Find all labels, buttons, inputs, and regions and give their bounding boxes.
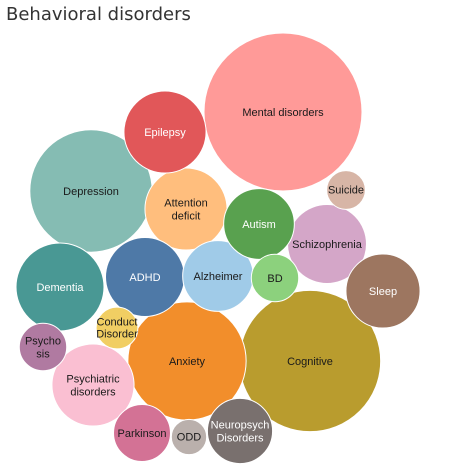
bubble-circle-suicide[interactable] [326, 170, 366, 210]
bubble-circle-sleep[interactable] [345, 253, 421, 329]
bubble-circle-autism[interactable] [223, 188, 295, 260]
bubble-circle-adhd[interactable] [105, 237, 185, 317]
bubble-adhd[interactable]: ADHD [105, 237, 185, 317]
bubble-odd[interactable]: ODD [170, 418, 208, 456]
bubble-attention-deficit[interactable]: Attention deficit [144, 167, 228, 251]
bubble-psychosis[interactable]: Psycho sis [18, 322, 68, 372]
bubble-bd[interactable]: BD [250, 253, 300, 303]
bubble-circle-mental-disorders[interactable] [203, 32, 363, 192]
chart-title: Behavioral disorders [6, 4, 191, 25]
bubble-circle-epilepsy[interactable] [123, 90, 207, 174]
bubble-dementia[interactable]: Dementia [15, 242, 105, 332]
bubble-circle-attention-deficit[interactable] [144, 167, 228, 251]
bubble-circle-parkinson[interactable] [113, 404, 171, 462]
bubble-parkinson[interactable]: Parkinson [113, 404, 171, 462]
bubble-circle-bd[interactable] [250, 253, 300, 303]
bubble-circle-dementia[interactable] [15, 242, 105, 332]
bubble-conduct-disorder[interactable]: Conduct Disorder [95, 306, 139, 350]
bubble-epilepsy[interactable]: Epilepsy [123, 90, 207, 174]
bubble-circle-conduct-disorder[interactable] [95, 306, 139, 350]
bubble-sleep[interactable]: Sleep [345, 253, 421, 329]
bubble-neuropsych-disorders[interactable]: Neuropsych Disorders [206, 397, 274, 465]
bubble-circle-psychosis[interactable] [18, 322, 68, 372]
bubble-circle-odd[interactable] [170, 418, 208, 456]
bubble-circle-psychiatric-disorders[interactable] [51, 343, 135, 427]
bubble-mental-disorders[interactable]: Mental disorders [203, 32, 363, 192]
bubble-autism[interactable]: Autism [223, 188, 295, 260]
bubble-suicide[interactable]: Suicide [326, 170, 366, 210]
bubble-circle-neuropsych-disorders[interactable] [206, 397, 274, 465]
